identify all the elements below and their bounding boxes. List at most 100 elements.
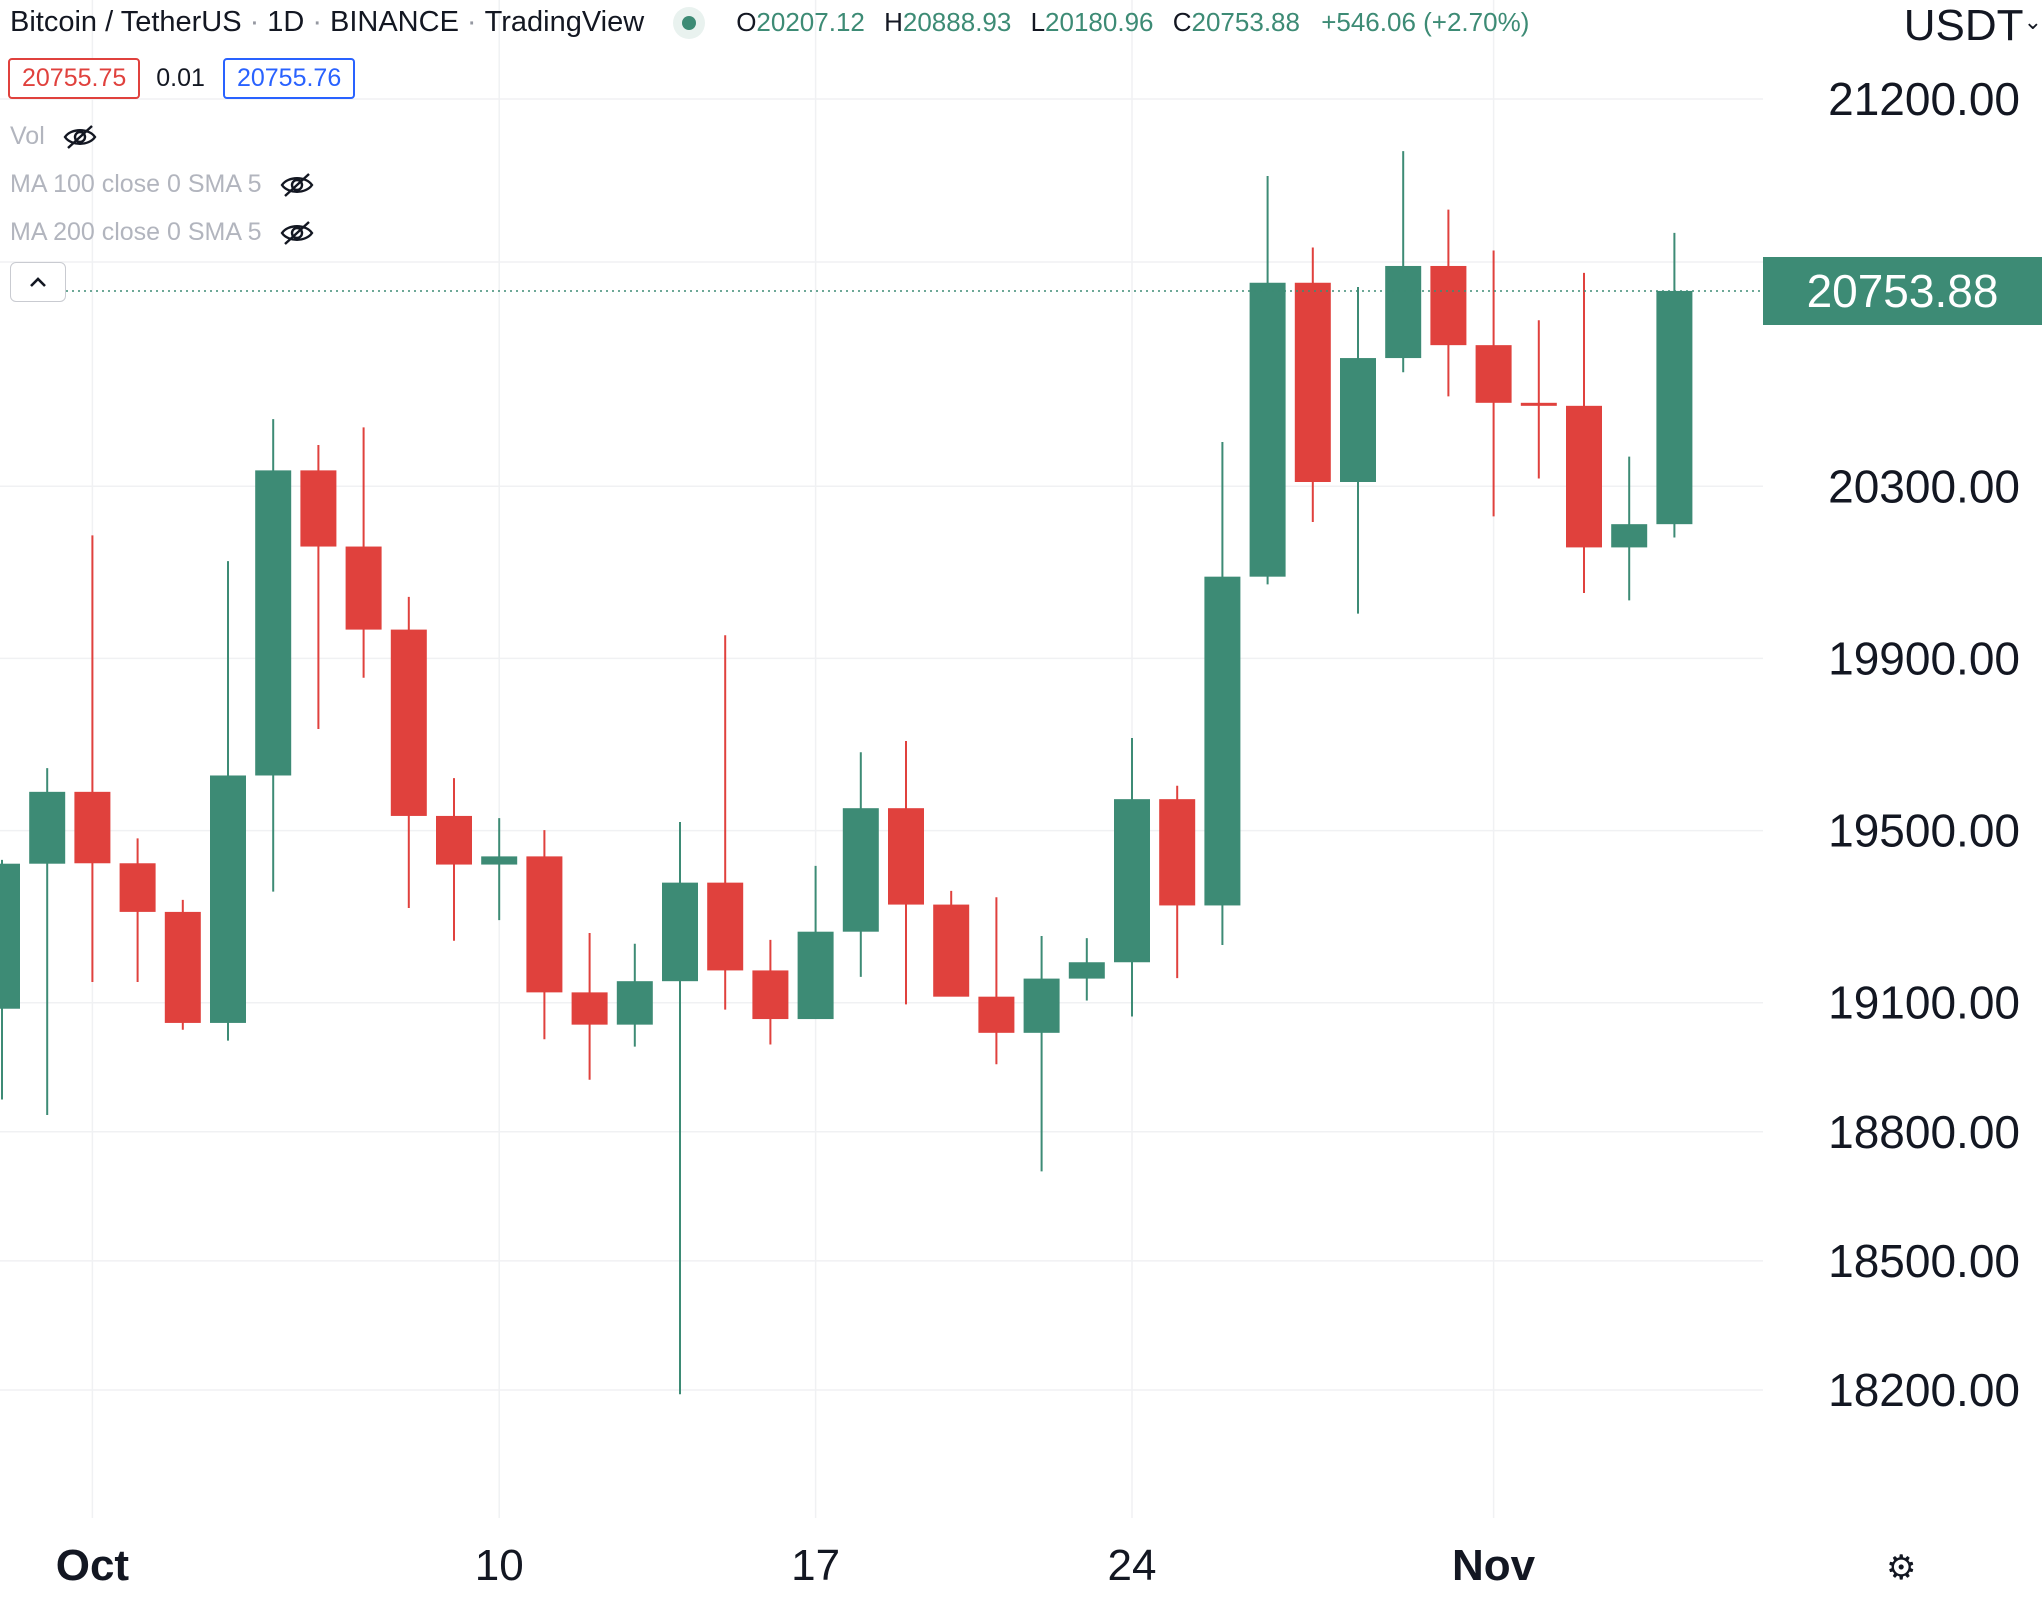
symbol-name[interactable]: Bitcoin / TetherUS — [10, 6, 242, 38]
candle-body — [1249, 282, 1286, 577]
high-value: 20888.93 — [902, 7, 1012, 37]
chart-legend: Bitcoin / TetherUS · 1D · BINANCE · Trad… — [10, 6, 1529, 39]
candle — [1566, 272, 1602, 594]
candle-body — [978, 996, 1015, 1033]
close-key: C — [1172, 7, 1192, 37]
price-tick-label: 18800.00 — [1828, 1106, 2020, 1158]
high-key: H — [884, 7, 903, 37]
candle-body — [842, 808, 879, 932]
candle — [210, 561, 246, 1041]
candle — [1294, 247, 1331, 523]
low-key: L — [1030, 7, 1046, 37]
candle — [1520, 320, 1557, 479]
eye-off-icon[interactable] — [280, 172, 314, 198]
candle-body — [662, 882, 698, 982]
candle — [707, 635, 744, 1010]
candle — [662, 821, 698, 1395]
candle — [1340, 287, 1376, 614]
time-axis[interactable]: Oct 10 17 24 Nov — [56, 1541, 1536, 1590]
candle — [119, 838, 156, 983]
candle — [1159, 785, 1196, 979]
eye-off-icon[interactable] — [63, 124, 97, 150]
candle-body — [164, 911, 201, 1023]
candle-body — [1430, 265, 1467, 346]
buy-price-button[interactable]: 20755.76 — [222, 58, 356, 99]
candle-body — [1385, 265, 1422, 359]
close-value: 20753.88 — [1191, 7, 1300, 37]
currency-label: USDT — [1903, 1, 2024, 50]
candle — [481, 818, 518, 921]
price-tick-label: 18500.00 — [1828, 1235, 2020, 1287]
source-label: TradingView — [484, 6, 645, 38]
chevron-up-icon — [30, 277, 46, 287]
time-tick-label: Oct — [56, 1541, 130, 1590]
candle-body — [1520, 402, 1557, 406]
candle-body — [390, 629, 427, 816]
interval-label[interactable]: 1D — [267, 6, 305, 38]
candle — [1114, 738, 1150, 1017]
candle-body — [1294, 282, 1331, 482]
candle-body — [1611, 524, 1648, 548]
indicator-vol[interactable]: Vol — [10, 122, 97, 151]
candle-body — [119, 863, 156, 912]
candle — [1611, 456, 1648, 601]
candle-body — [888, 808, 924, 905]
time-tick-label: 10 — [475, 1541, 524, 1590]
candle — [1249, 176, 1286, 585]
candle — [345, 427, 382, 678]
ohlc-values: O20207.12 H20888.93 L20180.96 C20753.88 … — [736, 7, 1529, 38]
low-value: 20180.96 — [1045, 7, 1154, 37]
indicator-label: MA 200 close 0 SMA 5 — [10, 218, 262, 246]
candle-body — [1068, 962, 1105, 979]
candle — [752, 939, 789, 1045]
price-tick-label: 19100.00 — [1828, 977, 2020, 1029]
candle-body — [29, 791, 66, 864]
candle-body — [1114, 799, 1150, 963]
candle — [1204, 441, 1241, 946]
gear-icon[interactable]: ⚙ — [1886, 1549, 1917, 1587]
indicator-ma200[interactable]: MA 200 close 0 SMA 5 — [10, 218, 314, 247]
candle — [390, 596, 427, 909]
open-key: O — [736, 7, 757, 37]
candle — [436, 778, 472, 941]
candle — [616, 943, 653, 1047]
candle — [0, 859, 20, 1100]
order-prices: 20755.75 0.01 20755.76 — [8, 58, 356, 99]
indicator-label: MA 100 close 0 SMA 5 — [10, 170, 262, 198]
legend-separator: · — [466, 6, 477, 38]
eye-off-icon[interactable] — [280, 220, 314, 246]
last-price-label: 20753.88 — [1763, 256, 2042, 325]
candle — [526, 830, 563, 1040]
candle-body — [571, 992, 608, 1025]
candle-body — [481, 856, 518, 865]
currency-selector[interactable]: USDT⌄ — [1904, 1, 2042, 51]
candle-body — [345, 546, 382, 630]
open-value: 20207.12 — [756, 7, 865, 37]
sell-price-button[interactable]: 20755.75 — [8, 58, 141, 99]
price-axis[interactable]: 21200.00 20300.00 19900.00 19500.00 19100.00… — [1828, 73, 2020, 1416]
candle-body — [616, 981, 653, 1025]
candle — [571, 932, 608, 1080]
price-tick-label: 19500.00 — [1828, 805, 2020, 857]
candle-body — [1023, 978, 1060, 1033]
candle — [1430, 209, 1467, 397]
candle — [164, 899, 201, 1030]
candle-body — [1566, 405, 1602, 548]
candle-body — [933, 904, 970, 997]
spread-value: 0.01 — [156, 64, 205, 92]
candle-body — [1204, 576, 1241, 906]
candle-body — [1656, 290, 1693, 525]
candles — [0, 151, 1693, 1395]
exchange-label: BINANCE — [330, 6, 459, 38]
candle — [978, 897, 1015, 1065]
candle-body — [210, 775, 246, 1023]
indicator-ma100[interactable]: MA 100 close 0 SMA 5 — [10, 170, 314, 199]
candle — [888, 741, 924, 1005]
collapse-legend-button[interactable] — [10, 262, 66, 302]
candle — [1656, 232, 1693, 538]
candle-body — [1475, 345, 1512, 403]
candle-body — [1159, 799, 1196, 906]
candle — [29, 768, 66, 1116]
candle — [1475, 250, 1512, 517]
